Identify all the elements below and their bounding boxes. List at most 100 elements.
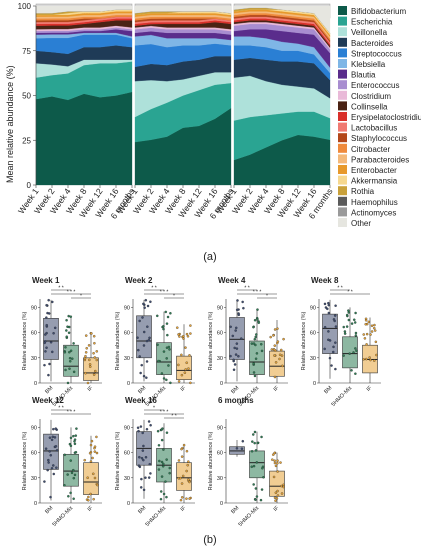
data-point [274, 361, 278, 364]
data-point [279, 348, 283, 352]
data-point [45, 316, 48, 319]
data-point [89, 443, 93, 447]
panel-title: Week 8 [311, 276, 339, 285]
x-tick-label: IF [366, 385, 374, 393]
data-point [187, 478, 190, 481]
data-point [276, 494, 280, 497]
data-point [276, 470, 279, 473]
data-point [177, 363, 180, 367]
data-point [160, 438, 164, 442]
y-axis-label: Mean relative abundance (%) [5, 65, 15, 183]
data-point [272, 475, 276, 479]
data-point [72, 476, 76, 480]
legend-swatch [338, 196, 347, 206]
legend-label: Lactobacillus [351, 124, 397, 133]
data-point [234, 329, 237, 332]
data-point [229, 354, 232, 358]
data-point [68, 350, 71, 354]
data-point [157, 444, 161, 447]
y-tick-label: 0 [34, 381, 37, 387]
data-point [147, 476, 151, 479]
data-point [158, 459, 161, 463]
data-point [256, 317, 259, 321]
data-point [184, 346, 187, 349]
y-tick-label: 50 [22, 92, 31, 101]
data-point [334, 325, 338, 328]
data-point [273, 451, 276, 455]
data-point [188, 354, 191, 357]
legend-label: Enterobacter [351, 166, 397, 175]
legend-label: Akkermansia [351, 177, 398, 186]
sig-label: * * [151, 286, 156, 292]
sig-label: * * * [160, 410, 169, 416]
data-point [354, 334, 358, 337]
legend-swatch [338, 6, 347, 15]
data-point [47, 461, 50, 464]
area-other [35, 5, 133, 14]
data-point [241, 439, 245, 443]
data-point [52, 427, 55, 431]
data-point [53, 326, 57, 330]
data-point [362, 358, 365, 361]
data-point [93, 356, 97, 359]
area-other [134, 5, 232, 14]
data-point [52, 464, 55, 467]
data-point [350, 322, 354, 325]
data-point [145, 427, 149, 431]
data-point [282, 483, 285, 487]
data-point [141, 316, 144, 319]
y-tick-label: 0 [27, 181, 32, 190]
sig-label: * * * [67, 410, 76, 416]
data-point [334, 341, 337, 344]
x-tick-label: BM [230, 505, 240, 515]
data-point [46, 468, 49, 472]
data-point [180, 482, 184, 485]
legend-swatch [338, 112, 347, 121]
data-point [185, 469, 188, 473]
y-tick-label: 90 [124, 425, 130, 431]
data-point [88, 358, 91, 362]
box [229, 317, 245, 360]
data-point [143, 306, 146, 309]
sig-label: * * * [160, 290, 169, 296]
data-point [92, 352, 95, 355]
y-tick-label: 60 [217, 331, 223, 337]
data-point [374, 340, 378, 344]
data-point [280, 484, 283, 488]
data-point [369, 333, 372, 336]
data-point [364, 317, 368, 321]
x-tick-label: 5HMO-Mix [238, 505, 261, 528]
data-point [323, 347, 326, 351]
box [249, 450, 265, 479]
x-tick-label: BM [44, 505, 54, 515]
sig-label: * * [58, 406, 63, 412]
data-point [51, 300, 54, 304]
data-point [273, 375, 277, 379]
legend-label: Haemophilus [351, 198, 398, 207]
data-point [141, 449, 145, 452]
data-point [138, 319, 141, 323]
data-point [69, 459, 73, 462]
data-point [345, 325, 349, 328]
stacked-area-chart: Mean relative abundance (%) 0 25 50 75 100BMW… [5, 2, 335, 221]
data-point [177, 333, 180, 336]
data-point [252, 362, 255, 365]
data-point [88, 365, 92, 368]
data-point [365, 357, 368, 361]
data-point [184, 368, 187, 371]
legend-label: Clostridium [351, 92, 391, 101]
y-tick-label: 0 [220, 381, 223, 387]
data-point [354, 311, 357, 315]
data-point [87, 495, 90, 499]
data-point [188, 497, 191, 500]
panel-b-label: (b) [203, 534, 216, 546]
legend-label: Escherichia [351, 18, 393, 27]
data-point [48, 436, 52, 439]
x-tick-label: 5HMO-Mix [331, 385, 354, 408]
data-point [262, 476, 265, 479]
data-point [159, 497, 163, 501]
data-point [141, 431, 144, 435]
data-point [137, 429, 140, 433]
